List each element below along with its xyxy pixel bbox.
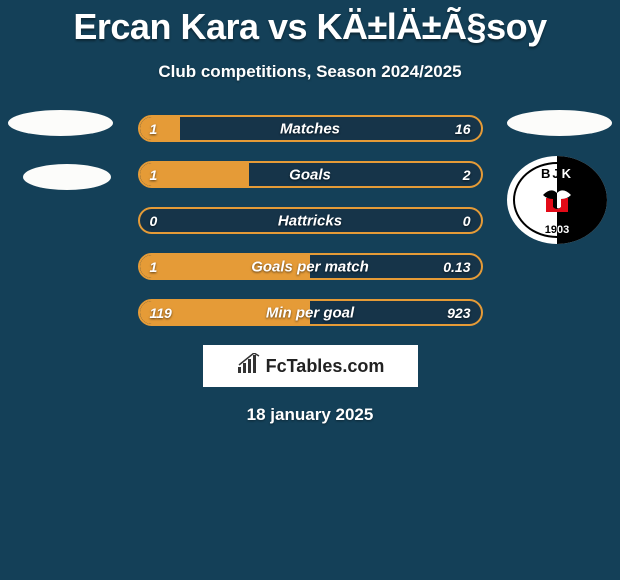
team-badge-placeholder: [507, 110, 612, 136]
stat-value-right: 923: [447, 305, 470, 321]
eagle-icon: [537, 185, 577, 215]
stat-value-right: 2: [463, 167, 471, 183]
stat-row-goals: 1 Goals 2: [138, 161, 483, 188]
club-logo-bjk: BJK 1903: [507, 156, 607, 244]
stat-row-min-per-goal: 119 Min per goal 923: [138, 299, 483, 326]
right-team-badges: BJK 1903: [507, 110, 612, 244]
stat-label: Goals: [140, 166, 481, 183]
date-label: 18 january 2025: [0, 387, 620, 425]
stats-area: BJK 1903 1 Matches 16 1 Goals 2: [0, 115, 620, 425]
stat-bars: 1 Matches 16 1 Goals 2 0 Hattricks 0 1 G…: [138, 115, 483, 326]
stat-row-matches: 1 Matches 16: [138, 115, 483, 142]
stat-value-right: 16: [455, 121, 471, 137]
watermark: FcTables.com: [203, 345, 418, 387]
stat-label: Hattricks: [140, 212, 481, 229]
stat-row-goals-per-match: 1 Goals per match 0.13: [138, 253, 483, 280]
team-badge-placeholder: [23, 164, 111, 190]
stat-value-right: 0: [463, 213, 471, 229]
stat-value-right: 0.13: [443, 259, 470, 275]
team-badge-placeholder: [8, 110, 113, 136]
stat-row-hattricks: 0 Hattricks 0: [138, 207, 483, 234]
chart-icon: [236, 353, 262, 380]
watermark-text: FcTables.com: [266, 356, 385, 377]
page-subtitle: Club competitions, Season 2024/2025: [0, 48, 620, 82]
stat-label: Goals per match: [140, 258, 481, 275]
stat-label: Min per goal: [140, 304, 481, 321]
stat-label: Matches: [140, 120, 481, 137]
page-title: Ercan Kara vs KÄ±lÄ±Ã§soy: [0, 0, 620, 48]
left-team-badges: [8, 110, 113, 218]
